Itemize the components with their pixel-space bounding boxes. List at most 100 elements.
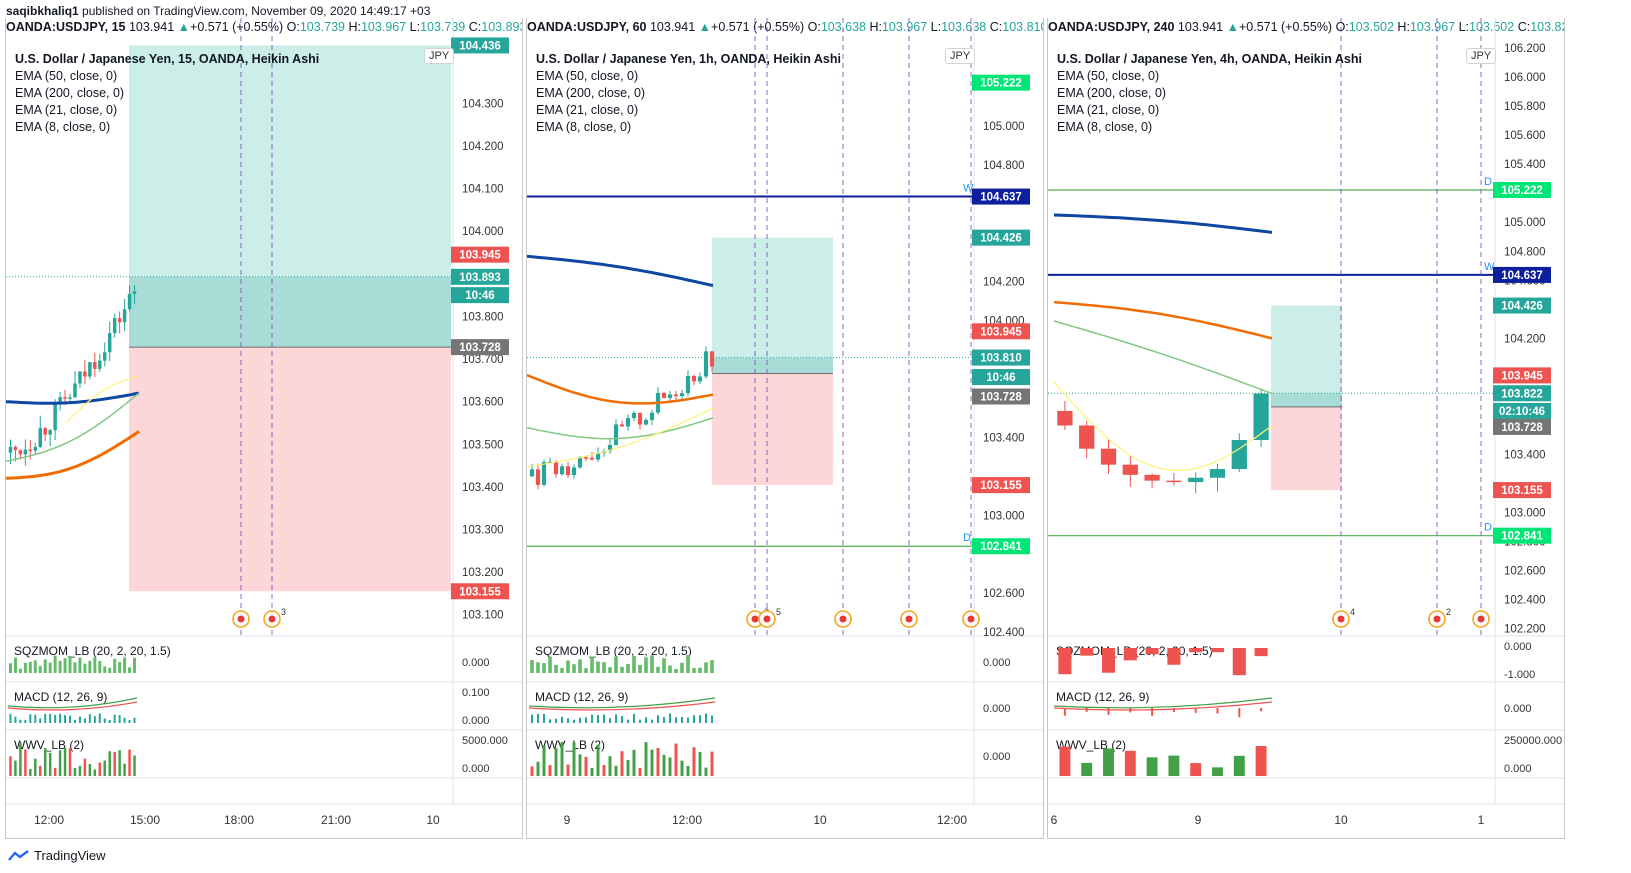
ema-legend-item[interactable]: EMA (8, close, 0) — [15, 120, 111, 134]
candle-body[interactable] — [625, 418, 631, 427]
candle-body[interactable] — [13, 446, 18, 451]
ema21-line[interactable] — [527, 417, 714, 440]
ema50-line[interactable] — [6, 430, 140, 480]
symbol-name[interactable]: OANDA:USDJPY, 60 — [527, 20, 647, 34]
candle-body[interactable] — [565, 466, 571, 476]
ema-legend-item[interactable]: EMA (8, close, 0) — [536, 120, 632, 134]
chart-panel-15m[interactable]: OANDA:USDJPY, 15 103.941 ▲+0.571 (+0.55%… — [5, 18, 523, 839]
candle-body[interactable] — [709, 351, 715, 367]
candle-body[interactable] — [649, 412, 655, 420]
indicator-label[interactable]: SQZMOM_LB (20, 2, 20, 1.5) — [535, 644, 692, 658]
ema-legend-item[interactable]: EMA (50, close, 0) — [15, 69, 118, 83]
candle-body[interactable] — [619, 424, 625, 427]
take-profit-zone[interactable] — [712, 237, 833, 374]
ema21-line[interactable] — [6, 392, 140, 463]
candle-body[interactable] — [28, 449, 33, 452]
ema-legend-item[interactable]: EMA (21, close, 0) — [1057, 103, 1160, 117]
author-name[interactable]: saqibkhaliq1 — [6, 4, 79, 18]
candle-body[interactable] — [631, 412, 637, 419]
currency-badge[interactable]: JPY — [424, 48, 455, 64]
candle-body[interactable] — [1144, 474, 1160, 481]
candle-body[interactable] — [112, 318, 117, 334]
ema-legend-item[interactable]: EMA (50, close, 0) — [1057, 69, 1160, 83]
ema21-line[interactable] — [1053, 320, 1273, 395]
take-profit-zone[interactable] — [1271, 305, 1342, 407]
candle-body[interactable] — [33, 446, 38, 451]
candle-body[interactable] — [643, 419, 649, 425]
candle-body[interactable] — [18, 450, 23, 455]
chart-canvas[interactable]: D W D 4 2 106.200 106.000 105.800 105.600 105.400… — [1048, 18, 1564, 838]
candle-body[interactable] — [637, 412, 643, 425]
ema8-line[interactable] — [65, 375, 140, 424]
candle-body[interactable] — [691, 375, 697, 382]
currency-badge[interactable]: JPY — [1466, 48, 1497, 64]
candle-body[interactable] — [68, 397, 72, 399]
ema8-line[interactable] — [1053, 381, 1273, 472]
candle-body[interactable] — [589, 457, 595, 460]
candle-body[interactable] — [73, 383, 77, 398]
candle-body[interactable] — [529, 469, 535, 477]
ema50-line[interactable] — [527, 373, 714, 405]
candle-body[interactable] — [541, 462, 547, 485]
candle-body[interactable] — [1100, 448, 1117, 465]
chart-panel-1h[interactable]: OANDA:USDJPY, 60 103.941 ▲+0.571 (+0.55%… — [526, 18, 1044, 839]
candle-body[interactable] — [8, 446, 13, 453]
ema-legend-item[interactable]: EMA (21, close, 0) — [15, 103, 118, 117]
stop-loss-zone[interactable] — [129, 347, 451, 592]
ema200-line[interactable] — [1053, 213, 1273, 234]
candle-body[interactable] — [93, 362, 97, 369]
ema50-line[interactable] — [1053, 300, 1273, 340]
chart-canvas[interactable]: WD35105.000104.800104.200104.000103.4001… — [527, 18, 1043, 838]
candle-body[interactable] — [98, 360, 102, 369]
candle-body[interactable] — [23, 449, 28, 455]
candle-body[interactable] — [127, 293, 132, 310]
candle-body[interactable] — [583, 457, 589, 459]
chart-canvas[interactable]: 3104.300104.200104.100104.000103.900103.… — [6, 18, 522, 838]
indicator-label[interactable]: SQZMOM_LB (20, 2, 20, 1.5) — [14, 644, 171, 658]
candle-body[interactable] — [559, 466, 565, 475]
candle-body[interactable] — [667, 394, 673, 398]
candle-body[interactable] — [38, 428, 42, 447]
candle-body[interactable] — [1079, 425, 1095, 449]
candle-body[interactable] — [83, 371, 87, 377]
candle-body[interactable] — [685, 375, 691, 394]
candle-body[interactable] — [535, 469, 541, 485]
candle-body[interactable] — [122, 309, 127, 323]
tradingview-logo[interactable]: TradingView — [8, 848, 106, 863]
candle-body[interactable] — [1166, 480, 1182, 483]
candle-body[interactable] — [117, 318, 122, 323]
indicator-label[interactable]: MACD (12, 26, 9) — [535, 690, 628, 704]
candle-body[interactable] — [577, 457, 583, 468]
currency-badge[interactable]: JPY — [945, 48, 976, 64]
candle-body[interactable] — [607, 444, 613, 452]
chart-panel-4h[interactable]: OANDA:USDJPY, 240 103.941 ▲+0.571 (+0.55… — [1047, 18, 1565, 839]
candle-body[interactable] — [673, 394, 679, 397]
symbol-name[interactable]: OANDA:USDJPY, 15 — [6, 20, 126, 34]
ema200-line[interactable] — [6, 391, 140, 405]
symbol-name[interactable]: OANDA:USDJPY, 240 — [1048, 20, 1175, 34]
candle-body[interactable] — [697, 376, 703, 382]
indicator-label[interactable]: MACD (12, 26, 9) — [1056, 690, 1149, 704]
candle-body[interactable] — [1253, 393, 1269, 440]
candle-body[interactable] — [571, 467, 577, 476]
candle-body[interactable] — [1209, 469, 1226, 478]
ema-legend-item[interactable]: EMA (8, close, 0) — [1057, 120, 1153, 134]
candle-body[interactable] — [703, 351, 709, 377]
candle-body[interactable] — [661, 392, 667, 398]
candle-body[interactable] — [613, 424, 619, 445]
candle-body[interactable] — [1188, 477, 1204, 483]
candle-body[interactable] — [132, 291, 137, 294]
stop-loss-zone[interactable] — [712, 373, 833, 486]
candle-body[interactable] — [679, 393, 685, 397]
candle-body[interactable] — [78, 371, 82, 384]
candle-body[interactable] — [1231, 440, 1247, 470]
indicator-label[interactable]: WWV_LB (2) — [14, 738, 84, 752]
ema-legend-item[interactable]: EMA (200, close, 0) — [15, 86, 125, 100]
candle-body[interactable] — [88, 362, 92, 377]
ema-legend-item[interactable]: EMA (21, close, 0) — [536, 103, 639, 117]
candle-body[interactable] — [58, 397, 62, 405]
candle-body[interactable] — [553, 461, 559, 475]
ema-legend-item[interactable]: EMA (50, close, 0) — [536, 69, 639, 83]
candle-body[interactable] — [43, 428, 47, 435]
candle-body[interactable] — [48, 430, 52, 435]
